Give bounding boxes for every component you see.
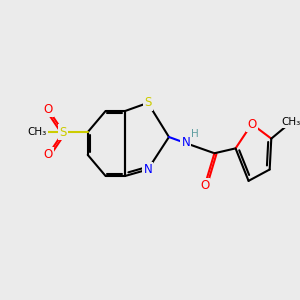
Text: O: O [247, 118, 256, 130]
Text: N: N [143, 163, 152, 176]
Text: CH₃: CH₃ [281, 117, 300, 128]
Text: CH₃: CH₃ [28, 127, 47, 137]
Text: O: O [44, 148, 53, 161]
Text: O: O [44, 103, 53, 116]
Text: H: H [191, 129, 199, 139]
Text: N: N [182, 136, 190, 149]
Text: O: O [200, 179, 209, 192]
Text: S: S [60, 126, 67, 139]
Text: S: S [144, 96, 152, 110]
